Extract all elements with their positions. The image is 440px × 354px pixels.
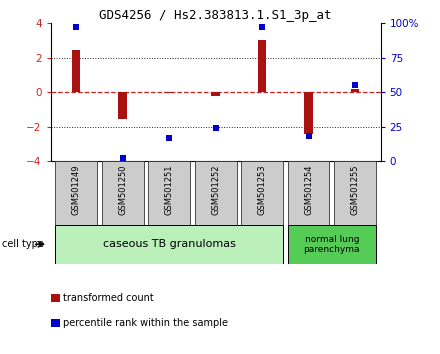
Bar bbox=[51, 295, 60, 302]
Bar bbox=[211, 92, 220, 96]
Bar bbox=[304, 92, 313, 134]
Bar bbox=[351, 88, 359, 92]
Text: GSM501251: GSM501251 bbox=[165, 164, 174, 215]
Text: GSM501255: GSM501255 bbox=[351, 164, 359, 215]
Bar bbox=[148, 161, 190, 225]
Bar bbox=[118, 92, 127, 119]
Text: normal lung
parenchyma: normal lung parenchyma bbox=[304, 235, 360, 254]
Bar bbox=[51, 319, 60, 327]
Text: caseous TB granulomas: caseous TB granulomas bbox=[103, 239, 235, 249]
Bar bbox=[288, 225, 376, 264]
Bar bbox=[165, 92, 173, 93]
Bar bbox=[102, 161, 143, 225]
Text: GSM501249: GSM501249 bbox=[72, 164, 81, 215]
Bar bbox=[288, 161, 330, 225]
Text: transformed count: transformed count bbox=[63, 293, 154, 303]
Bar bbox=[55, 161, 97, 225]
Title: GDS4256 / Hs2.383813.1.S1_3p_at: GDS4256 / Hs2.383813.1.S1_3p_at bbox=[99, 9, 332, 22]
Text: GSM501250: GSM501250 bbox=[118, 164, 127, 215]
Text: percentile rank within the sample: percentile rank within the sample bbox=[63, 318, 228, 328]
Bar bbox=[258, 40, 266, 92]
Text: cell type: cell type bbox=[2, 239, 44, 249]
Bar bbox=[55, 225, 283, 264]
Text: GSM501254: GSM501254 bbox=[304, 164, 313, 215]
Text: GSM501253: GSM501253 bbox=[257, 164, 267, 215]
Text: GSM501252: GSM501252 bbox=[211, 164, 220, 215]
Bar bbox=[72, 50, 81, 92]
Bar bbox=[334, 161, 376, 225]
Bar bbox=[194, 161, 237, 225]
Bar bbox=[241, 161, 283, 225]
